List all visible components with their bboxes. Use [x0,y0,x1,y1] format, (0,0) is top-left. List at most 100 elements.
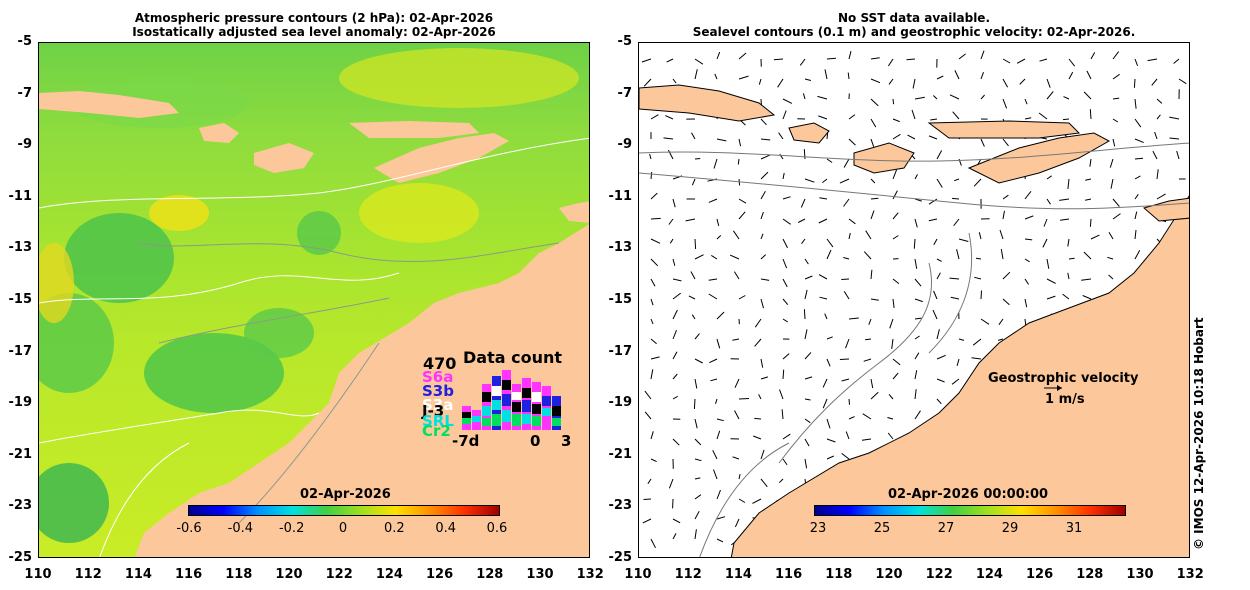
velocity-arrow [953,218,960,227]
velocity-arrow [848,317,859,320]
java-island [39,91,179,118]
velocity-arrow [1085,198,1092,201]
x-tick-right: 126 [1026,567,1054,582]
velocity-arrow [843,290,850,300]
velocity-arrow [782,196,791,200]
velocity-arrow [650,369,654,380]
x-tick-right: 116 [775,567,803,582]
velocity-arrow [782,98,793,104]
velocity-arrow [870,57,880,60]
velocity-arrow [997,338,1004,341]
right-colorbar-tick: 27 [937,521,955,536]
x-tick-left: 114 [124,567,152,582]
velocity-arrow [848,232,851,240]
velocity-arrow [928,198,938,205]
y-tick-right: -17 [608,343,633,359]
velocity-arrow [713,469,718,480]
velocity-arrow [1086,70,1092,80]
velocity-arrow [1156,98,1163,104]
velocity-arrow [641,58,652,63]
velocity-arrow [1083,91,1092,100]
velocity-arrow [1109,158,1114,168]
velocity-arrow [1134,157,1144,160]
y-tick-right: -19 [608,395,633,411]
velocity-arrow [1107,256,1114,260]
velocity-arrow [782,172,785,180]
velocity-arrow [1038,112,1048,120]
velocity-arrow [760,298,764,309]
velocity-arrow [1046,258,1050,269]
sat-label-cr2: Cr2 [422,422,451,440]
velocity-arrow [672,258,676,266]
velocity-arrow [1112,97,1120,100]
velocity-arrow [672,292,682,300]
velocity-arrow [1112,138,1116,147]
velocity-arrow [914,317,922,320]
velocity-arrow [870,138,875,147]
velocity-arrow [891,338,894,349]
velocity-arrow [644,411,652,420]
velocity-arrow [1019,78,1026,85]
velocity-arrow [708,198,718,203]
velocity-arrow [733,271,740,280]
y-tick-left: -19 [8,395,33,411]
velocity-arrow [672,518,681,524]
velocity-arrow [980,290,982,300]
velocity-arrow [911,109,916,120]
right-land-svg [639,84,1189,557]
velocity-arrow [650,238,661,244]
velocity-arrow [734,410,740,420]
velocity-arrow [958,53,966,60]
velocity-arrow [848,416,855,420]
velocity-arrow [760,233,764,240]
velocity-arrow [782,318,788,323]
velocity-arrow [1002,210,1005,220]
velocity-arrow [998,318,1004,325]
velocity-arrow [972,338,982,346]
velocity-arrow [1046,175,1052,180]
velocity-arrow [843,158,850,168]
velocity-arrow [1134,138,1144,144]
velocity-arrow [1112,51,1120,60]
velocity-arrow [694,494,702,500]
velocity-arrow [914,370,918,380]
velocity-arrow [672,198,676,208]
velocity-arrow [848,114,856,120]
velocity-arrow [914,258,918,269]
y-tick-right: -25 [608,550,633,565]
velocity-arrow [980,318,990,325]
x-tick-right: 114 [724,567,752,582]
velocity-arrow [914,298,923,303]
velocity-arrow [760,358,764,368]
velocity-arrow [1042,238,1048,248]
velocity-arrow [952,197,960,200]
y-tick-left: -23 [8,498,33,514]
velocity-arrow [1002,298,1010,306]
velocity-arrow [782,353,790,360]
x-tick-right: 110 [624,567,652,582]
x-tick-left: 132 [576,567,604,582]
y-tick-right: -5 [617,34,632,49]
velocity-arrow [694,333,700,340]
velocity-arrow [1154,131,1158,140]
left-title-line1: Atmospheric pressure contours (2 hPa): 0… [134,11,494,25]
velocity-arrow [1134,211,1138,220]
velocity-arrow [839,178,850,184]
velocity-arrow [826,438,836,443]
velocity-arrow [716,418,724,422]
flores-island [349,121,479,138]
velocity-arrow [650,114,659,120]
velocity-arrow [716,51,721,60]
velocity-arrow [650,318,654,325]
left-colorbar-tick: 0.2 [383,521,405,536]
velocity-arrow [1110,178,1114,189]
x-tick-right: 122 [925,567,953,582]
geostrophic-velocity-map[interactable] [638,42,1190,558]
velocity-arrow [1002,78,1009,88]
velocity-arrow [933,95,938,100]
velocity-arrow [914,174,918,180]
sea-level-anomaly-map[interactable] [38,42,590,558]
velocity-arrow [782,433,791,440]
australia-landmass [134,224,589,557]
velocity-arrow [892,372,899,380]
